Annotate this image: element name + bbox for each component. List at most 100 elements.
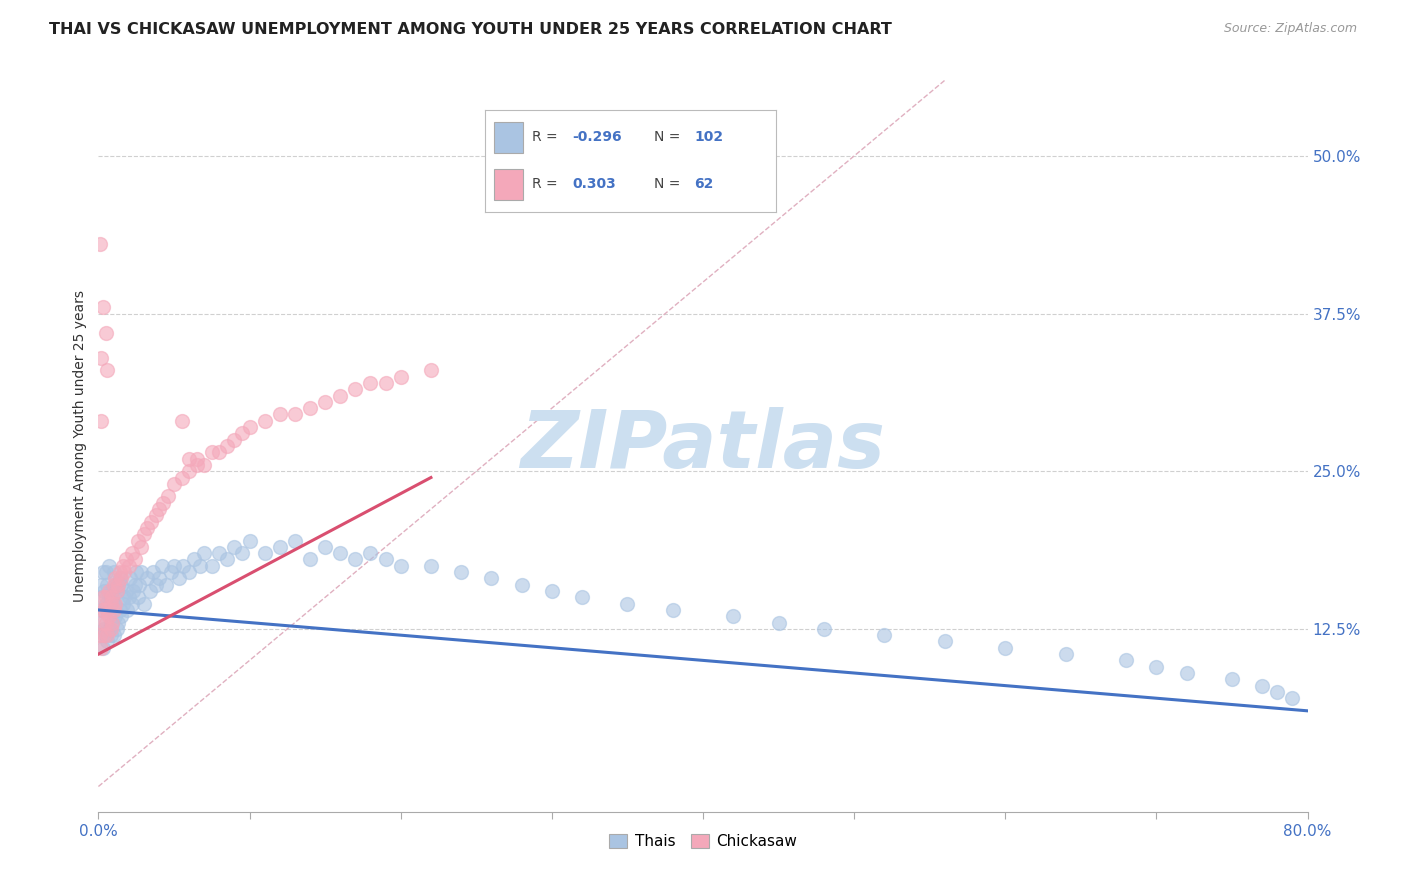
Point xyxy=(142,565,165,579)
Point xyxy=(224,540,246,554)
Point xyxy=(90,351,112,365)
Point xyxy=(103,578,125,592)
Point xyxy=(172,558,194,573)
Point xyxy=(121,546,143,560)
Point xyxy=(94,597,117,611)
Point xyxy=(114,584,136,599)
Point xyxy=(90,628,112,642)
Point xyxy=(239,533,262,548)
Point xyxy=(208,546,231,560)
Point xyxy=(103,597,125,611)
Point xyxy=(193,546,215,560)
Point xyxy=(94,628,117,642)
Point xyxy=(148,571,170,585)
Point xyxy=(188,558,211,573)
Point xyxy=(122,584,145,599)
Point xyxy=(118,591,141,605)
Point xyxy=(994,640,1017,655)
Point xyxy=(108,603,131,617)
Point xyxy=(110,571,132,585)
Point xyxy=(148,502,170,516)
Point xyxy=(96,578,118,592)
Point xyxy=(145,578,167,592)
Point xyxy=(1175,665,1198,680)
Point xyxy=(94,326,117,340)
Point xyxy=(239,420,262,434)
Point xyxy=(104,571,127,585)
Point xyxy=(100,597,122,611)
Point xyxy=(124,552,146,566)
Point xyxy=(344,382,367,396)
Point xyxy=(215,552,238,566)
Point xyxy=(100,597,122,611)
Point xyxy=(98,558,121,573)
Point xyxy=(163,558,186,573)
Point xyxy=(1115,653,1137,667)
Point xyxy=(107,578,129,592)
Point xyxy=(94,565,117,579)
Point xyxy=(208,445,231,459)
Point xyxy=(94,615,117,630)
Point xyxy=(1144,659,1167,673)
Point xyxy=(105,584,128,599)
Y-axis label: Unemployment Among Youth under 25 years: Unemployment Among Youth under 25 years xyxy=(73,290,87,602)
Point xyxy=(105,622,128,636)
Point xyxy=(107,615,129,630)
Point xyxy=(152,496,174,510)
Point xyxy=(269,540,291,554)
Point xyxy=(344,552,367,566)
Point xyxy=(360,376,382,390)
Point xyxy=(1251,679,1274,693)
Text: ZIPatlas: ZIPatlas xyxy=(520,407,886,485)
Point xyxy=(150,558,173,573)
Point xyxy=(768,615,790,630)
Point xyxy=(93,603,115,617)
Point xyxy=(510,578,533,592)
Point xyxy=(723,609,745,624)
Point xyxy=(616,597,638,611)
Point xyxy=(179,565,201,579)
Point xyxy=(571,591,593,605)
Point xyxy=(1054,647,1077,661)
Point xyxy=(540,584,562,599)
Point xyxy=(186,458,208,472)
Point xyxy=(160,565,183,579)
Point xyxy=(91,300,114,314)
Point xyxy=(179,464,201,478)
Point xyxy=(1220,673,1243,687)
Point xyxy=(299,401,322,416)
Point xyxy=(91,591,114,605)
Point xyxy=(111,597,134,611)
Point xyxy=(108,571,131,585)
Text: Source: ZipAtlas.com: Source: ZipAtlas.com xyxy=(1223,22,1357,36)
Point xyxy=(156,490,179,504)
Point xyxy=(91,565,114,579)
Point xyxy=(101,584,124,599)
Point xyxy=(186,451,208,466)
Point xyxy=(389,558,412,573)
Point xyxy=(329,388,352,402)
Point xyxy=(98,609,121,624)
Text: THAI VS CHICKASAW UNEMPLOYMENT AMONG YOUTH UNDER 25 YEARS CORRELATION CHART: THAI VS CHICKASAW UNEMPLOYMENT AMONG YOU… xyxy=(49,22,891,37)
Point xyxy=(115,603,138,617)
Point xyxy=(450,565,472,579)
Point xyxy=(100,622,122,636)
Point xyxy=(329,546,352,560)
Point xyxy=(108,565,131,579)
Point xyxy=(179,451,201,466)
Point xyxy=(121,597,143,611)
Point xyxy=(111,558,134,573)
Point xyxy=(253,414,276,428)
Point xyxy=(129,540,152,554)
Point xyxy=(163,476,186,491)
Point xyxy=(96,603,118,617)
Point xyxy=(89,237,111,252)
Point xyxy=(90,640,112,655)
Point xyxy=(420,363,443,377)
Point xyxy=(374,552,396,566)
Point xyxy=(127,533,149,548)
Point xyxy=(132,597,155,611)
Point xyxy=(104,597,127,611)
Point xyxy=(374,376,396,390)
Point xyxy=(103,565,125,579)
